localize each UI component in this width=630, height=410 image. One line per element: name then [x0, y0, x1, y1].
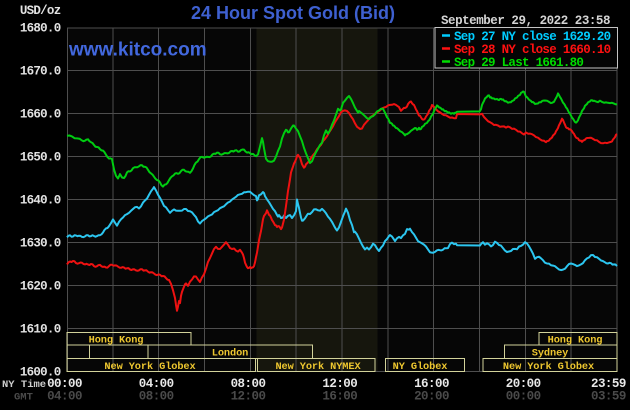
- svg-text:Hong Kong: Hong Kong: [548, 335, 603, 347]
- svg-text:1630.0: 1630.0: [20, 237, 61, 251]
- svg-text:16:00: 16:00: [322, 390, 357, 404]
- svg-text:NY Time: NY Time: [2, 379, 46, 391]
- svg-text:20:00: 20:00: [414, 390, 449, 404]
- svg-text:New York Globex: New York Globex: [503, 361, 594, 373]
- svg-text:NY Globex: NY Globex: [393, 361, 448, 373]
- svg-text:1600.0: 1600.0: [20, 366, 61, 380]
- svg-text:1650.0: 1650.0: [20, 151, 61, 165]
- svg-text:Sep 27 NY close 1629.20: Sep 27 NY close 1629.20: [454, 30, 611, 44]
- svg-text:www.kitco.com: www.kitco.com: [68, 40, 207, 61]
- svg-text:Sydney: Sydney: [532, 348, 568, 360]
- svg-text:1660.0: 1660.0: [20, 108, 61, 122]
- svg-text:1670.0: 1670.0: [20, 65, 61, 79]
- svg-text:New York Globex: New York Globex: [104, 361, 195, 373]
- svg-text:20:00: 20:00: [506, 377, 541, 391]
- svg-text:00:00: 00:00: [506, 390, 541, 404]
- svg-text:Sep 28 NY close 1660.10: Sep 28 NY close 1660.10: [454, 43, 611, 57]
- svg-text:GMT: GMT: [14, 392, 33, 404]
- svg-text:September 29, 2022 23:58: September 29, 2022 23:58: [441, 14, 610, 28]
- svg-text:00:00: 00:00: [47, 377, 82, 391]
- svg-text:12:00: 12:00: [322, 377, 357, 391]
- svg-text:16:00: 16:00: [414, 377, 449, 391]
- svg-text:04:00: 04:00: [47, 390, 82, 404]
- svg-text:08:00: 08:00: [139, 390, 174, 404]
- svg-text:USD/oz: USD/oz: [20, 4, 61, 18]
- svg-text:London: London: [212, 348, 248, 360]
- svg-text:24 Hour Spot Gold (Bid): 24 Hour Spot Gold (Bid): [191, 3, 395, 23]
- svg-text:Sep 29 Last 1661.80: Sep 29 Last 1661.80: [454, 56, 583, 70]
- svg-text:04:00: 04:00: [139, 377, 174, 391]
- svg-text:New York NYMEX: New York NYMEX: [275, 361, 361, 373]
- svg-text:03:59: 03:59: [591, 390, 626, 404]
- svg-text:1620.0: 1620.0: [20, 280, 61, 294]
- svg-text:1640.0: 1640.0: [20, 194, 61, 208]
- svg-text:12:00: 12:00: [231, 390, 266, 404]
- svg-text:08:00: 08:00: [231, 377, 266, 391]
- svg-text:Hong Kong: Hong Kong: [89, 335, 144, 347]
- svg-text:1610.0: 1610.0: [20, 323, 61, 337]
- svg-text:1680.0: 1680.0: [20, 22, 61, 36]
- svg-text:23:59: 23:59: [591, 377, 626, 391]
